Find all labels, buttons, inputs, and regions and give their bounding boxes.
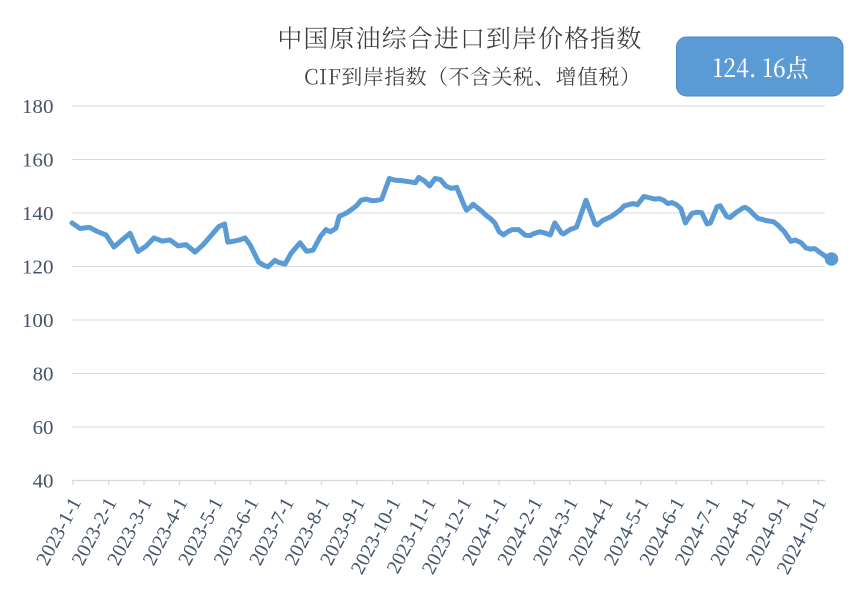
svg-text:80: 80 [33,364,54,386]
svg-text:60: 60 [33,417,54,439]
svg-text:180: 180 [22,96,54,118]
svg-text:40: 40 [33,471,54,493]
svg-text:160: 160 [22,150,54,172]
svg-text:120: 120 [22,257,54,279]
svg-text:100: 100 [22,310,54,332]
svg-text:140: 140 [22,203,54,225]
